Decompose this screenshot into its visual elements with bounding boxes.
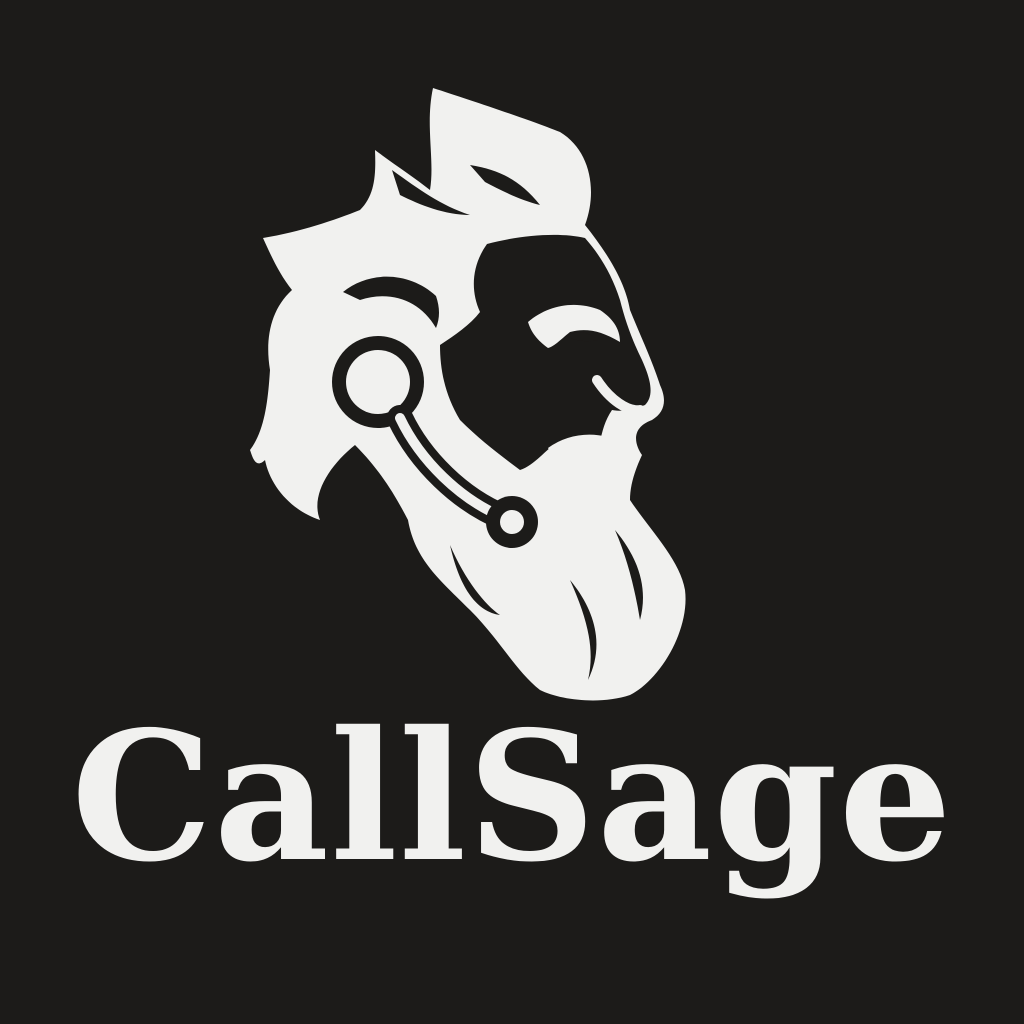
eye <box>566 332 598 342</box>
hair-strand <box>392 170 470 215</box>
headset-earcup-inner <box>346 350 410 414</box>
beard-strand <box>570 580 597 680</box>
brand-wordmark: CallSage <box>71 692 953 901</box>
face-cavity <box>440 234 651 470</box>
mustache <box>548 434 631 482</box>
nose-line <box>592 375 645 416</box>
brow <box>528 304 620 348</box>
beard-strand <box>615 530 643 620</box>
beard-strand <box>450 545 500 615</box>
hair-strand <box>343 276 439 328</box>
headset-mic-inner <box>500 510 524 534</box>
hair-strand <box>470 165 540 205</box>
sage-with-headset-icon <box>250 88 686 701</box>
